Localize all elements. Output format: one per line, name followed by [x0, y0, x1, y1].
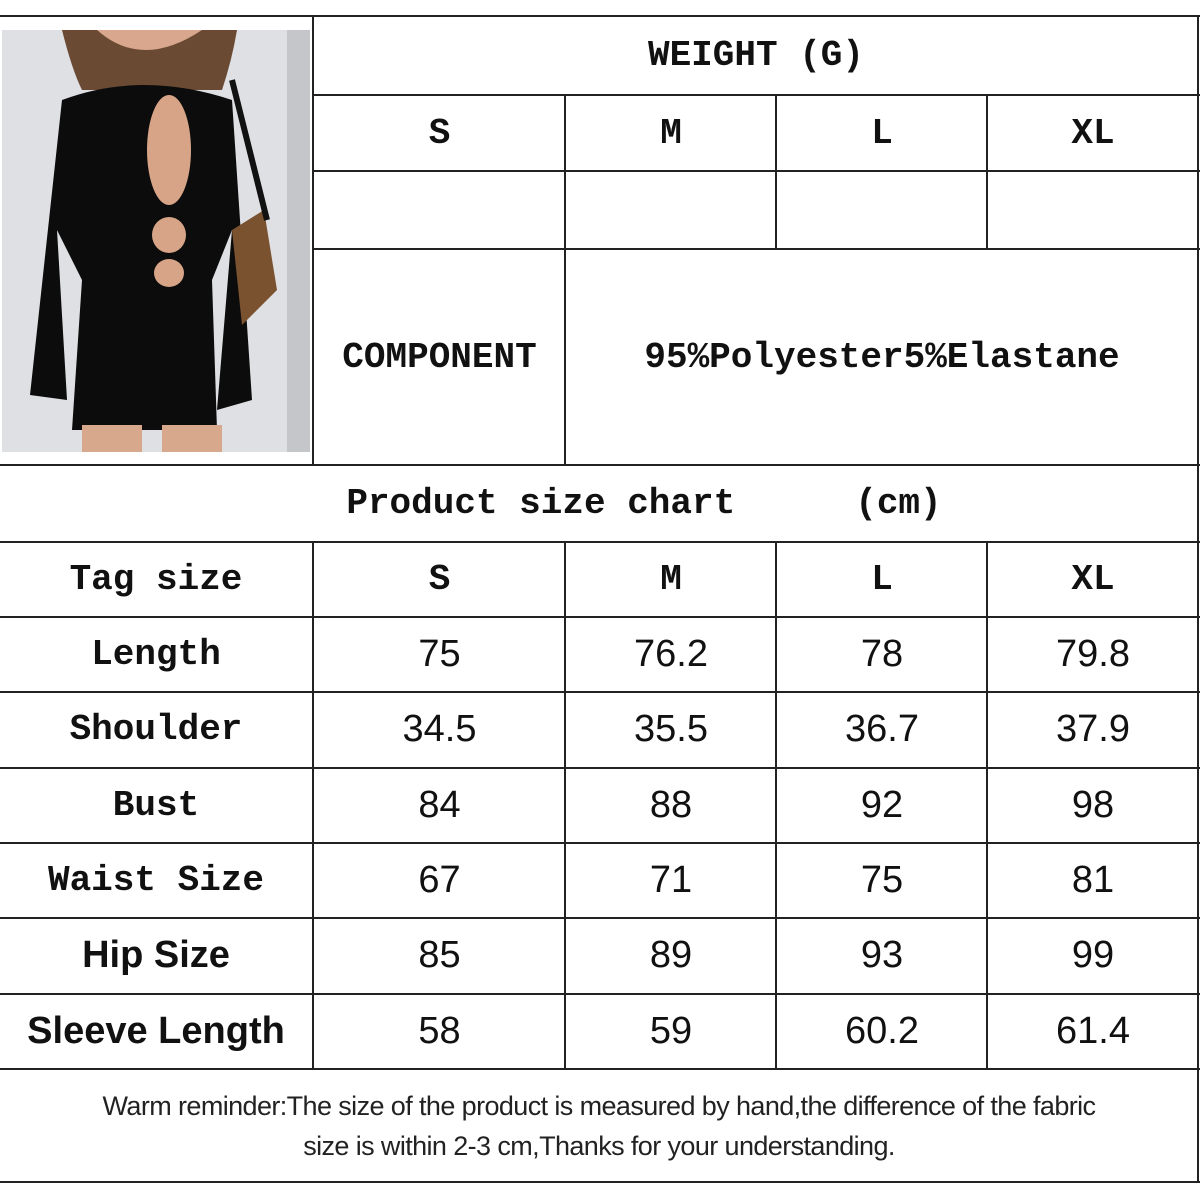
tag-size-label: Tag size	[69, 559, 243, 600]
row-value: 34.5	[402, 708, 477, 750]
row-value: 37.9	[1056, 708, 1130, 750]
row-value: 98	[1071, 784, 1115, 826]
row-label: Shoulder	[69, 709, 243, 750]
row-value: 60.2	[845, 1010, 919, 1052]
component-label: COMPONENT	[342, 336, 537, 378]
row-value: 84	[418, 784, 461, 826]
row-value: 79.8	[1056, 633, 1130, 675]
product-photo	[2, 30, 310, 452]
romper-model-image	[2, 30, 310, 452]
header-size-s: S	[428, 559, 451, 600]
row-label: Hip Size	[82, 934, 230, 976]
size-chart-unit: (cm)	[855, 483, 942, 524]
row-label: Length	[91, 634, 221, 675]
weight-size-s: S	[428, 112, 451, 154]
weight-size-l: L	[871, 112, 893, 154]
row-value: 59	[649, 1010, 693, 1052]
row-value: 92	[860, 784, 904, 826]
weight-value-m	[566, 172, 776, 248]
row-value: 88	[649, 784, 693, 826]
row-value: 58	[418, 1010, 461, 1052]
size-chart-title-text: Product size chart	[346, 483, 736, 524]
weight-value-s	[314, 172, 565, 248]
warm-reminder: Warm reminder:The size of the product is…	[0, 1086, 1198, 1166]
header-size-l: L	[871, 559, 893, 600]
warm-reminder-line-1: Warm reminder:The size of the product is…	[102, 1091, 1097, 1121]
row-value: 35.5	[634, 708, 708, 750]
row-label: Sleeve Length	[27, 1010, 285, 1052]
weight-title: WEIGHT (G)	[647, 35, 865, 76]
row-value: 85	[418, 934, 461, 976]
row-label: Bust	[112, 785, 200, 826]
size-chart-title: Product size chart (cm)	[0, 466, 1198, 541]
row-label: Waist Size	[47, 860, 265, 901]
weight-size-xl: XL	[1071, 112, 1115, 154]
row-value: 81	[1071, 859, 1115, 901]
weight-size-m: M	[660, 112, 682, 154]
row-value: 36.7	[845, 708, 919, 750]
header-size-m: M	[660, 559, 682, 600]
row-value: 71	[649, 859, 693, 901]
weight-value-l	[777, 172, 987, 248]
row-value: 75	[860, 859, 904, 901]
weight-value-xl	[988, 172, 1198, 248]
row-value: 76.2	[634, 633, 708, 675]
row-value: 99	[1071, 934, 1115, 976]
row-value: 67	[418, 859, 461, 901]
row-value: 93	[860, 934, 904, 976]
header-size-xl: XL	[1071, 559, 1115, 600]
row-value: 89	[649, 934, 693, 976]
component-value: 95%Polyester5%Elastane	[644, 336, 1120, 378]
warm-reminder-line-2: size is within 2-3 cm,Thanks for your un…	[303, 1131, 895, 1161]
row-value: 61.4	[1056, 1010, 1130, 1052]
row-value: 75	[418, 633, 461, 675]
row-value: 78	[860, 633, 904, 675]
